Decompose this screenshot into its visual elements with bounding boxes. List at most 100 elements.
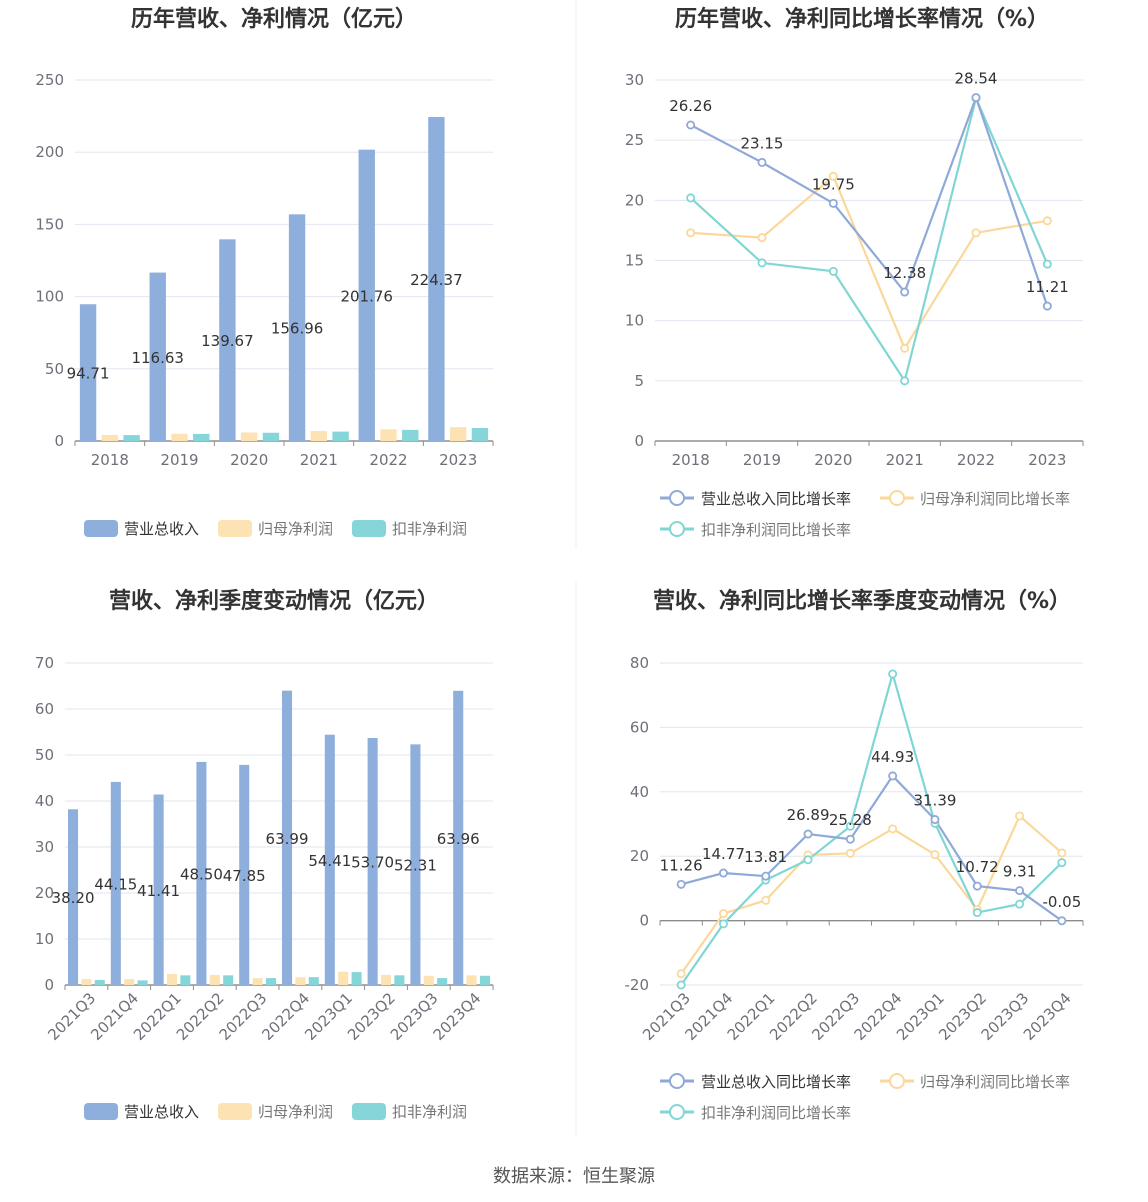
point-revenue-growth[interactable]: [845, 834, 855, 844]
bar-deducted-profit[interactable]: [351, 972, 362, 985]
point-net-growth[interactable]: [761, 895, 771, 905]
bar-net-profit[interactable]: [380, 429, 397, 441]
bar-deducted-profit[interactable]: [262, 432, 280, 441]
point-net-growth[interactable]: [930, 850, 940, 860]
point-deducted-growth[interactable]: [972, 908, 982, 918]
bar-revenue[interactable]: [453, 690, 464, 985]
legend-item-deducted-growth[interactable]: 扣非净利润同比增长率: [660, 521, 851, 539]
point-deducted-growth[interactable]: [888, 669, 898, 679]
legend-swatch-deducted-profit[interactable]: [352, 1103, 386, 1120]
bar-net-profit[interactable]: [310, 431, 328, 441]
point-deducted-growth[interactable]: [676, 980, 686, 990]
point-revenue-growth[interactable]: [676, 879, 686, 889]
legend-label-revenue[interactable]: 营业总收入: [124, 520, 199, 538]
bar-net-profit[interactable]: [124, 979, 135, 985]
bar-revenue[interactable]: [324, 734, 335, 985]
bar-net-profit[interactable]: [240, 432, 258, 441]
bar-deducted-profit[interactable]: [123, 435, 140, 441]
bar-revenue[interactable]: [358, 149, 375, 441]
bar-revenue[interactable]: [149, 272, 166, 441]
legend-item-revenue-growth[interactable]: 营业总收入同比增长率: [660, 1073, 851, 1091]
legend-item-net-growth[interactable]: 归母净利润同比增长率: [880, 1073, 1070, 1091]
legend-swatch-net-profit[interactable]: [218, 520, 252, 537]
point-revenue-growth[interactable]: [718, 868, 728, 878]
legend-item-net-growth[interactable]: 归母净利润同比增长率: [880, 490, 1070, 508]
legend-swatch-revenue[interactable]: [84, 1103, 118, 1120]
bar-net-profit[interactable]: [338, 971, 349, 985]
point-deducted-growth[interactable]: [828, 266, 838, 276]
point-deducted-growth[interactable]: [686, 193, 696, 203]
bar-revenue[interactable]: [239, 764, 250, 985]
point-net-growth[interactable]: [888, 824, 898, 834]
bar-deducted-profit[interactable]: [308, 977, 319, 985]
legend-label-revenue[interactable]: 营业总收入: [124, 1103, 199, 1121]
line-revenue-growth[interactable]: [680, 774, 1063, 922]
point-net-growth[interactable]: [686, 228, 696, 238]
legend-label-deducted-profit[interactable]: 扣非净利润: [392, 520, 467, 538]
bar-net-profit[interactable]: [171, 433, 188, 441]
bar-revenue[interactable]: [153, 794, 164, 985]
bar-net-profit[interactable]: [166, 973, 178, 985]
point-deducted-growth[interactable]: [845, 821, 855, 831]
bar-revenue[interactable]: [288, 214, 306, 441]
bar-net-profit[interactable]: [466, 975, 477, 985]
point-revenue-growth[interactable]: [757, 157, 767, 167]
point-revenue-growth[interactable]: [888, 771, 898, 781]
bar-net-profit[interactable]: [209, 974, 220, 985]
point-revenue-growth[interactable]: [686, 120, 696, 130]
point-deducted-growth[interactable]: [1015, 899, 1025, 909]
bar-deducted-profit[interactable]: [223, 975, 234, 985]
point-revenue-growth[interactable]: [1057, 916, 1067, 926]
bar-revenue[interactable]: [281, 690, 293, 985]
bar-revenue[interactable]: [196, 761, 207, 985]
bar-deducted-profit[interactable]: [265, 978, 277, 985]
point-revenue-growth[interactable]: [828, 198, 838, 208]
legend-item-revenue-growth[interactable]: 营业总收入同比增长率: [660, 490, 851, 508]
point-revenue-growth[interactable]: [972, 881, 982, 891]
bar-deducted-profit[interactable]: [180, 975, 191, 985]
point-revenue-growth[interactable]: [930, 815, 940, 825]
point-net-growth[interactable]: [1042, 216, 1052, 226]
bar-deducted-profit[interactable]: [332, 431, 349, 441]
bar-revenue[interactable]: [79, 304, 97, 441]
bar-net-profit[interactable]: [252, 978, 263, 985]
legend-label-net-profit[interactable]: 归母净利润: [258, 520, 333, 538]
bar-net-profit[interactable]: [380, 974, 392, 985]
legend-item-deducted-growth[interactable]: 扣非净利润同比增长率: [660, 1104, 851, 1122]
bar-net-profit[interactable]: [295, 977, 306, 985]
point-net-growth[interactable]: [1015, 811, 1025, 821]
bar-deducted-profit[interactable]: [402, 429, 419, 441]
line-deducted-growth[interactable]: [689, 94, 1049, 384]
point-deducted-growth[interactable]: [900, 376, 910, 386]
point-deducted-growth[interactable]: [757, 258, 767, 268]
point-revenue-growth[interactable]: [900, 287, 910, 297]
legend-swatch-revenue[interactable]: [84, 520, 118, 537]
line-net-growth[interactable]: [690, 174, 1048, 351]
point-revenue-growth[interactable]: [1042, 301, 1052, 311]
point-net-growth[interactable]: [845, 848, 855, 858]
point-revenue-growth[interactable]: [761, 871, 771, 881]
point-revenue-growth[interactable]: [1015, 886, 1025, 896]
bar-revenue[interactable]: [67, 809, 79, 985]
bar-deducted-profit[interactable]: [437, 978, 448, 985]
point-net-growth[interactable]: [757, 233, 767, 243]
point-net-growth[interactable]: [718, 909, 728, 919]
point-net-growth[interactable]: [828, 171, 838, 181]
bar-net-profit[interactable]: [423, 975, 434, 985]
point-deducted-growth[interactable]: [803, 855, 813, 865]
bar-net-profit[interactable]: [81, 979, 92, 985]
bar-deducted-profit[interactable]: [137, 980, 148, 985]
bar-deducted-profit[interactable]: [193, 433, 210, 441]
point-revenue-growth[interactable]: [971, 93, 981, 103]
bar-deducted-profit[interactable]: [94, 979, 105, 985]
bar-net-profit[interactable]: [449, 427, 467, 441]
legend-label-deducted-profit[interactable]: 扣非净利润: [392, 1103, 467, 1121]
bar-revenue[interactable]: [410, 744, 421, 985]
legend-swatch-deducted-profit[interactable]: [352, 520, 386, 537]
bar-deducted-profit[interactable]: [471, 428, 489, 441]
line-revenue-growth[interactable]: [690, 94, 1049, 307]
bar-revenue[interactable]: [219, 239, 236, 441]
point-deducted-growth[interactable]: [1057, 858, 1067, 868]
point-deducted-growth[interactable]: [1042, 259, 1052, 269]
point-revenue-growth[interactable]: [803, 829, 813, 839]
